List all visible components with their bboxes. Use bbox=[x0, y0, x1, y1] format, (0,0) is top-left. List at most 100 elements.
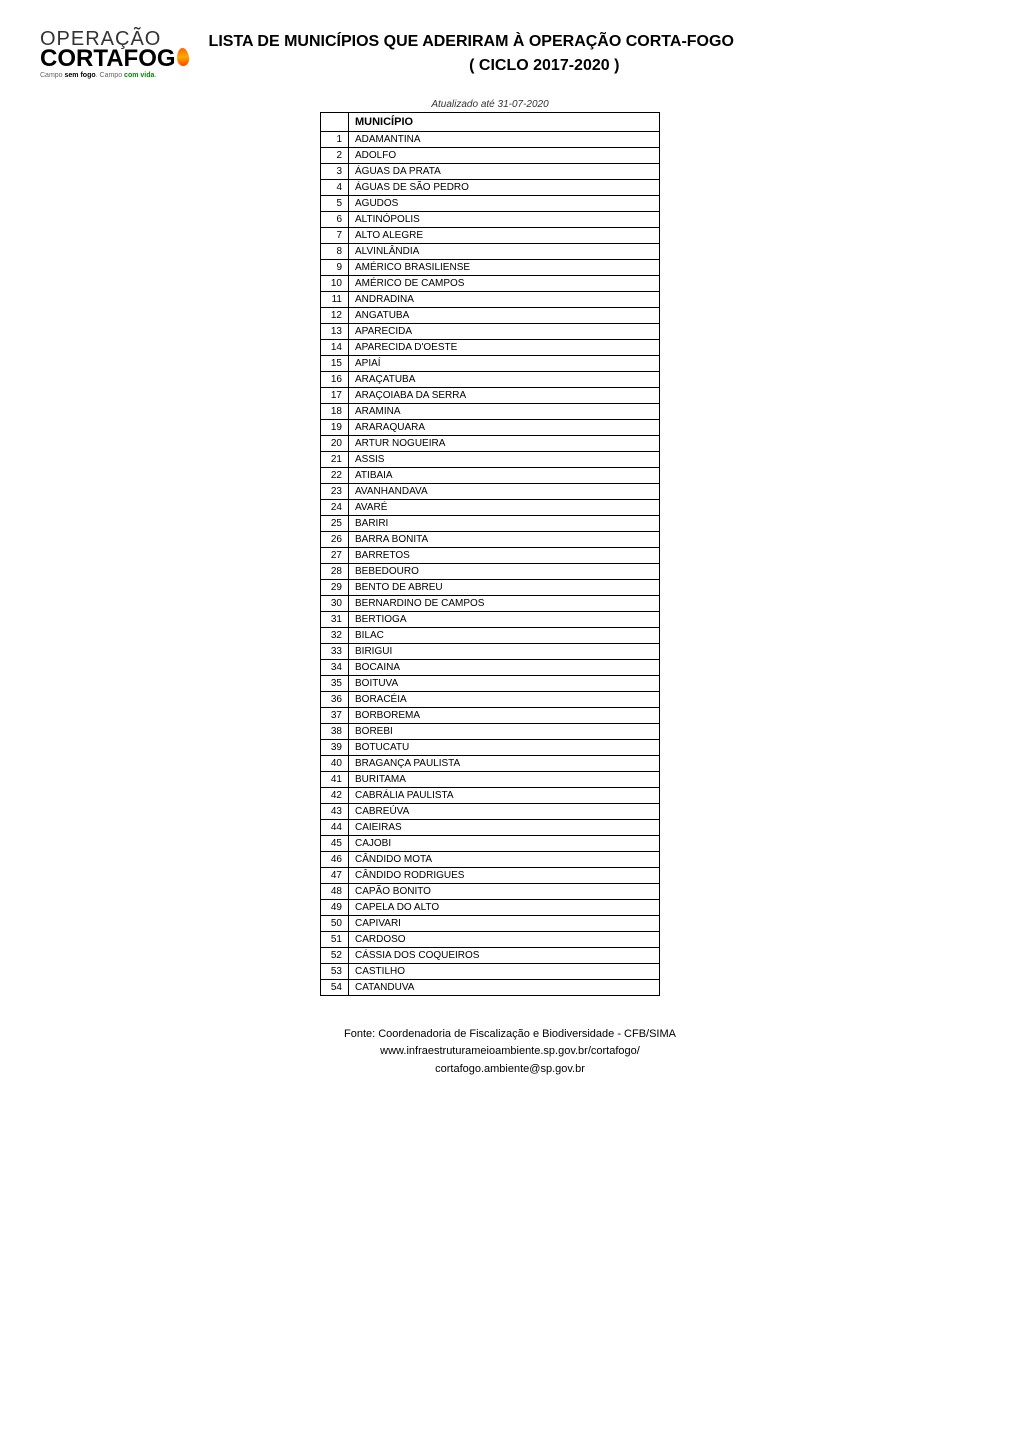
row-municipio: APARECIDA D'OESTE bbox=[349, 339, 660, 355]
table-row: 48CAPÃO BONITO bbox=[321, 883, 660, 899]
row-municipio: BEBEDOURO bbox=[349, 563, 660, 579]
row-num: 8 bbox=[321, 243, 349, 259]
row-num: 12 bbox=[321, 307, 349, 323]
table-row: 27BARRETOS bbox=[321, 547, 660, 563]
row-municipio: BILAC bbox=[349, 627, 660, 643]
table-container: MUNICÍPIO 1ADAMANTINA2ADOLFO3ÁGUAS DA PR… bbox=[320, 112, 980, 996]
row-num: 37 bbox=[321, 707, 349, 723]
row-num: 2 bbox=[321, 147, 349, 163]
row-municipio: AMÉRICO BRASILIENSE bbox=[349, 259, 660, 275]
table-row: 41BURITAMA bbox=[321, 771, 660, 787]
table-row: 3ÁGUAS DA PRATA bbox=[321, 163, 660, 179]
table-row: 25BARIRI bbox=[321, 515, 660, 531]
table-row: 42CABRÁLIA PAULISTA bbox=[321, 787, 660, 803]
table-row: 54CATANDUVA bbox=[321, 979, 660, 995]
row-municipio: BIRIGUI bbox=[349, 643, 660, 659]
row-num: 24 bbox=[321, 499, 349, 515]
table-row: 33BIRIGUI bbox=[321, 643, 660, 659]
header-container: OPERAÇÃO CORTA FOG Campo sem fogo. Campo… bbox=[40, 30, 980, 79]
logo: OPERAÇÃO CORTA FOG Campo sem fogo. Campo… bbox=[40, 30, 189, 79]
title-container: LISTA DE MUNICÍPIOS QUE ADERIRAM À OPERA… bbox=[209, 30, 980, 78]
row-municipio: CAPÃO BONITO bbox=[349, 883, 660, 899]
row-municipio: CAPIVARI bbox=[349, 915, 660, 931]
row-municipio: CAIEIRAS bbox=[349, 819, 660, 835]
row-municipio: BOCAINA bbox=[349, 659, 660, 675]
row-municipio: ALVINLÂNDIA bbox=[349, 243, 660, 259]
row-num: 7 bbox=[321, 227, 349, 243]
row-municipio: CABRÁLIA PAULISTA bbox=[349, 787, 660, 803]
row-num: 35 bbox=[321, 675, 349, 691]
footer-line2: www.infraestruturameioambiente.sp.gov.br… bbox=[40, 1043, 980, 1061]
row-municipio: BERNARDINO DE CAMPOS bbox=[349, 595, 660, 611]
row-num: 43 bbox=[321, 803, 349, 819]
row-municipio: CASTILHO bbox=[349, 963, 660, 979]
row-municipio: CARDOSO bbox=[349, 931, 660, 947]
row-num: 46 bbox=[321, 851, 349, 867]
row-num: 48 bbox=[321, 883, 349, 899]
row-num: 11 bbox=[321, 291, 349, 307]
row-municipio: AVARÉ bbox=[349, 499, 660, 515]
row-num: 6 bbox=[321, 211, 349, 227]
row-num: 33 bbox=[321, 643, 349, 659]
table-row: 24AVARÉ bbox=[321, 499, 660, 515]
row-num: 21 bbox=[321, 451, 349, 467]
table-row: 10AMÉRICO DE CAMPOS bbox=[321, 275, 660, 291]
row-num: 20 bbox=[321, 435, 349, 451]
table-row: 29BENTO DE ABREU bbox=[321, 579, 660, 595]
table-row: 40BRAGANÇA PAULISTA bbox=[321, 755, 660, 771]
row-municipio: APIAÍ bbox=[349, 355, 660, 371]
table-row: 23AVANHANDAVA bbox=[321, 483, 660, 499]
table-row: 50CAPIVARI bbox=[321, 915, 660, 931]
table-row: 47CÂNDIDO RODRIGUES bbox=[321, 867, 660, 883]
tagline-part5: . bbox=[154, 72, 156, 79]
row-municipio: ARAMINA bbox=[349, 403, 660, 419]
logo-line2: CORTA FOG bbox=[40, 48, 189, 70]
row-municipio: CÂNDIDO MOTA bbox=[349, 851, 660, 867]
table-row: 21ASSIS bbox=[321, 451, 660, 467]
logo-container: OPERAÇÃO CORTA FOG Campo sem fogo. Campo… bbox=[40, 30, 189, 79]
municipio-header: MUNICÍPIO bbox=[349, 112, 660, 131]
table-row: 4ÁGUAS DE SÃO PEDRO bbox=[321, 179, 660, 195]
table-row: 13APARECIDA bbox=[321, 323, 660, 339]
table-row: 52CÁSSIA DOS COQUEIROS bbox=[321, 947, 660, 963]
row-municipio: BOITUVA bbox=[349, 675, 660, 691]
table-row: 6ALTINÓPOLIS bbox=[321, 211, 660, 227]
row-num: 16 bbox=[321, 371, 349, 387]
row-num: 10 bbox=[321, 275, 349, 291]
table-row: 9AMÉRICO BRASILIENSE bbox=[321, 259, 660, 275]
row-num: 30 bbox=[321, 595, 349, 611]
row-num: 1 bbox=[321, 131, 349, 147]
table-row: 38BOREBI bbox=[321, 723, 660, 739]
row-num: 27 bbox=[321, 547, 349, 563]
table-row: 1ADAMANTINA bbox=[321, 131, 660, 147]
table-row: 28BEBEDOURO bbox=[321, 563, 660, 579]
row-num: 5 bbox=[321, 195, 349, 211]
tagline-part3: . Campo bbox=[96, 72, 124, 79]
table-row: 34BOCAINA bbox=[321, 659, 660, 675]
row-num: 52 bbox=[321, 947, 349, 963]
row-num: 14 bbox=[321, 339, 349, 355]
row-num: 51 bbox=[321, 931, 349, 947]
logo-tagline: Campo sem fogo. Campo com vida. bbox=[40, 72, 156, 79]
row-num: 25 bbox=[321, 515, 349, 531]
row-municipio: ASSIS bbox=[349, 451, 660, 467]
row-municipio: BENTO DE ABREU bbox=[349, 579, 660, 595]
row-municipio: BOTUCATU bbox=[349, 739, 660, 755]
table-row: 14APARECIDA D'OESTE bbox=[321, 339, 660, 355]
row-municipio: BERTIOGA bbox=[349, 611, 660, 627]
row-num: 17 bbox=[321, 387, 349, 403]
row-municipio: BORACÉIA bbox=[349, 691, 660, 707]
table-row: 45CAJOBI bbox=[321, 835, 660, 851]
table-row: 37BORBOREMA bbox=[321, 707, 660, 723]
row-municipio: CAJOBI bbox=[349, 835, 660, 851]
row-municipio: CÁSSIA DOS COQUEIROS bbox=[349, 947, 660, 963]
row-num: 45 bbox=[321, 835, 349, 851]
row-municipio: BRAGANÇA PAULISTA bbox=[349, 755, 660, 771]
table-row: 11ANDRADINA bbox=[321, 291, 660, 307]
table-row: 17ARAÇOIABA DA SERRA bbox=[321, 387, 660, 403]
row-num: 49 bbox=[321, 899, 349, 915]
row-municipio: APARECIDA bbox=[349, 323, 660, 339]
footer: Fonte: Coordenadoria de Fiscalização e B… bbox=[40, 1026, 980, 1079]
main-title-line2: ( CICLO 2017-2020 ) bbox=[209, 54, 980, 78]
row-municipio: BORBOREMA bbox=[349, 707, 660, 723]
